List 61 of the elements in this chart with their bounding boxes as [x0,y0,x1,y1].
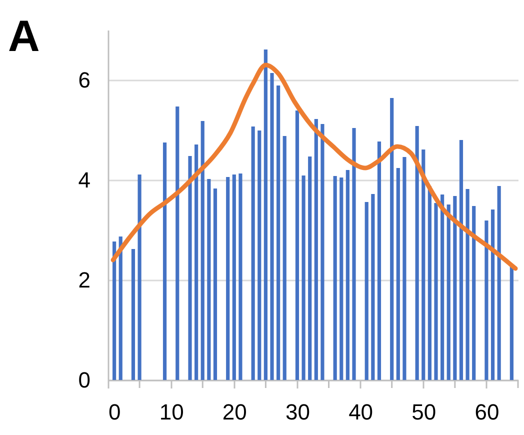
bar [226,177,230,380]
line-series [110,62,518,271]
bar [251,126,255,380]
bar [472,206,476,380]
bar [453,196,457,380]
bar [371,194,375,380]
bar [459,140,464,380]
y-tick-label: 6 [78,68,90,92]
bar [422,150,426,380]
bar [497,186,501,380]
x-tick-label: 10 [159,400,184,424]
bar [446,204,450,380]
bar [440,194,444,380]
bar [333,176,337,380]
bar [131,249,136,380]
bar [352,128,356,380]
x-tick-label: 20 [222,400,247,424]
bar [112,242,116,380]
bar [270,73,274,380]
bar [390,98,394,380]
bar [308,156,312,380]
bar [138,174,142,380]
bar [213,188,218,380]
bar [346,170,350,380]
bar [320,124,324,380]
x-tick-label: 60 [474,400,500,424]
bar [434,203,438,380]
bar [207,179,211,380]
y-tick-label: 2 [78,268,90,292]
bar [295,110,300,380]
chart-title: A [8,12,40,61]
bar [264,50,268,380]
bar [276,86,280,380]
bar [490,210,495,380]
bar [162,142,167,380]
x-tick-label: 50 [412,400,436,424]
bar [415,126,419,380]
bar [466,189,470,380]
bar [118,236,122,380]
bar [484,220,488,380]
bar [314,119,318,380]
bar [188,156,192,380]
bar [364,202,368,380]
y-tick-label: 4 [78,168,90,192]
bar [200,121,204,380]
bar [302,176,306,380]
bar [510,265,514,380]
x-tick-label: 30 [285,400,310,424]
bar [232,174,236,380]
x-tick-label: 0 [108,400,121,424]
bar [176,106,180,380]
bar [258,130,262,380]
bar [377,142,382,380]
bar [282,136,286,380]
bar [238,174,242,380]
bar [194,144,198,380]
x-tick-label: 40 [348,400,374,424]
y-tick-label: 0 [78,368,90,392]
bar [340,178,344,380]
bar [402,157,406,380]
bar [396,168,400,380]
